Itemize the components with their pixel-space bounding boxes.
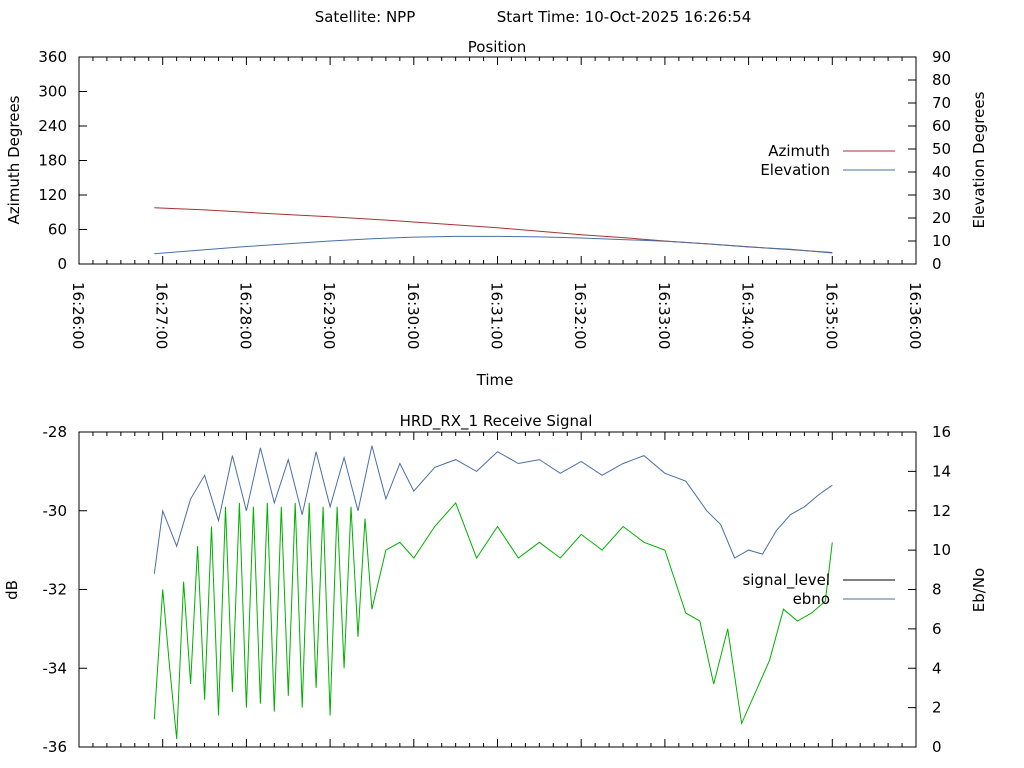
right-axis-tick-label: 90	[932, 48, 951, 66]
right-axis-tick-label: 0	[932, 255, 942, 273]
right-axis-tick-label: 20	[932, 209, 951, 227]
series-elevation-line	[154, 235, 833, 255]
signal-chart: HRD_RX_1 Receive Signal -36-34-32-30-28 …	[3, 412, 988, 756]
x-axis-tick-label: 16:34:00	[739, 282, 757, 349]
right-axis-tick-label: 50	[932, 140, 951, 158]
x-axis-tick-label: 16:30:00	[404, 282, 422, 349]
position-right-axis: 0 10 20 30 40 50 60 70 80 90	[908, 48, 951, 273]
right-axis-tick-label: 0	[932, 738, 942, 756]
signal-y2-axis-label: Eb/No	[970, 568, 988, 612]
left-axis-tick-label: -30	[43, 502, 68, 520]
signal-right-axis: 0 2 4 6 8 10 12 14 16	[908, 423, 951, 756]
x-axis-tick-label: 16:29:00	[320, 282, 338, 349]
legend-elevation-label: Elevation	[760, 161, 830, 179]
x-axis-tick-label: 16:36:00	[906, 282, 924, 349]
satellite-label: Satellite: NPP	[315, 8, 416, 26]
x-axis-tick-label: 16:26:00	[69, 282, 87, 349]
x-axis-tick-label: 16:27:00	[153, 282, 171, 349]
x-axis-tick-label: 16:31:00	[488, 282, 506, 349]
position-chart: Position 0 60 120 180 240 300 360 0 10 20 30 40 50 6…	[5, 38, 988, 389]
left-axis-tick-label: 60	[48, 221, 67, 239]
left-axis-tick-label: 360	[38, 48, 67, 66]
left-axis-tick-label: -36	[43, 738, 68, 756]
position-legend: Azimuth Elevation	[760, 142, 895, 179]
legend-ebno-label: ebno	[793, 590, 830, 608]
position-y-axis-label: Azimuth Degrees	[5, 95, 23, 224]
legend-azimuth-label: Azimuth	[768, 142, 830, 160]
left-axis-tick-label: -34	[43, 659, 68, 677]
left-axis-tick-label: 0	[57, 255, 67, 273]
x-axis-tick-label: 16:33:00	[655, 282, 673, 349]
right-axis-tick-label: 10	[932, 541, 951, 559]
left-axis-tick-label: -32	[43, 581, 68, 599]
right-axis-tick-label: 6	[932, 620, 942, 638]
series-ebno-line	[153, 445, 833, 574]
position-series	[154, 207, 833, 255]
left-axis-tick-label: -28	[43, 423, 68, 441]
figure-header: Satellite: NPP Start Time: 10-Oct-2025 1…	[315, 8, 752, 26]
right-axis-tick-label: 40	[932, 163, 951, 181]
start-time-label: Start Time: 10-Oct-2025 16:26:54	[497, 8, 752, 26]
right-axis-tick-label: 60	[932, 117, 951, 135]
right-axis-tick-label: 2	[932, 699, 942, 717]
right-axis-tick-label: 4	[932, 659, 942, 677]
position-x-axis-label: Time	[476, 371, 514, 389]
right-axis-tick-label: 10	[932, 232, 951, 250]
right-axis-tick-label: 16	[932, 423, 951, 441]
left-axis-tick-label: 180	[38, 152, 67, 170]
x-axis-tick-label: 16:28:00	[236, 282, 254, 349]
signal-legend: signal_level ebno	[742, 571, 895, 608]
right-axis-tick-label: 14	[932, 462, 951, 480]
right-axis-tick-label: 30	[932, 186, 951, 204]
position-x-axis: 16:26:00 16:27:00 16:28:00 16:29:00 16:30:00…	[69, 57, 924, 349]
position-y2-axis-label: Elevation Degrees	[970, 91, 988, 228]
x-axis-tick-label: 16:35:00	[822, 282, 840, 349]
right-axis-tick-label: 8	[932, 581, 942, 599]
right-axis-tick-label: 80	[932, 71, 951, 89]
position-chart-title: Position	[468, 38, 526, 56]
series-signal-trace-line	[153, 501, 833, 740]
legend-signal-level-label: signal_level	[742, 571, 830, 590]
left-axis-tick-label: 300	[38, 83, 67, 101]
signal-plot-frame	[78, 431, 917, 748]
left-axis-tick-label: 240	[38, 117, 67, 135]
right-axis-tick-label: 12	[932, 502, 951, 520]
signal-y-axis-label: dB	[3, 580, 21, 600]
signal-chart-title: HRD_RX_1 Receive Signal	[400, 412, 593, 431]
right-axis-tick-label: 70	[932, 94, 951, 112]
x-axis-tick-label: 16:32:00	[571, 282, 589, 349]
signal-left-axis: -36 -34 -32 -30 -28	[43, 423, 87, 756]
signal-x-axis	[78, 432, 917, 747]
position-left-axis: 0 60 120 180 240 300 360	[38, 48, 87, 273]
signal-series	[153, 445, 833, 740]
left-axis-tick-label: 120	[38, 186, 67, 204]
